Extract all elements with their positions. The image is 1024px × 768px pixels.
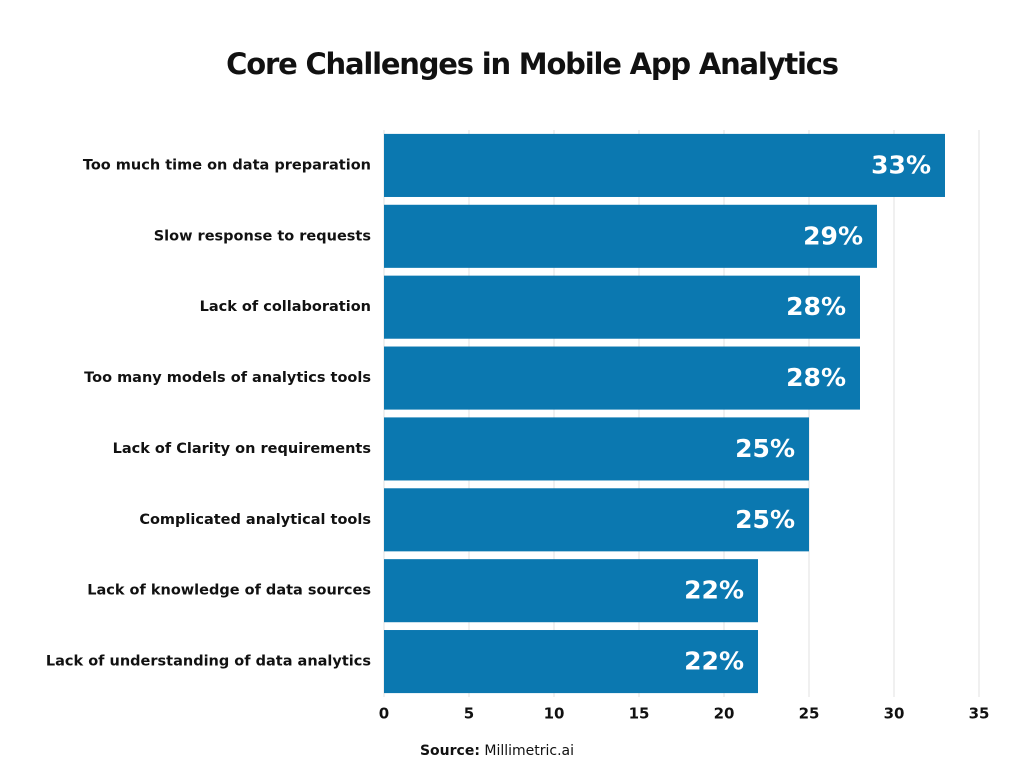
x-tick-label: 0 (379, 705, 389, 723)
bar (384, 417, 809, 481)
value-label: 22% (684, 647, 744, 676)
value-label: 22% (684, 576, 744, 605)
value-label: 29% (803, 221, 863, 250)
source-note: Source: Millimetric.ai (420, 743, 574, 759)
bar (384, 559, 758, 623)
value-label: 25% (735, 434, 795, 463)
bar (384, 630, 758, 694)
chart-title: Core Challenges in Mobile App Analytics (226, 47, 838, 81)
x-tick-label: 15 (629, 705, 650, 723)
x-tick-label: 5 (464, 705, 474, 723)
bar (384, 133, 945, 197)
x-tick-label: 35 (969, 705, 990, 723)
x-tick-label: 30 (884, 705, 905, 723)
y-tick-label: Lack of Clarity on requirements (113, 441, 371, 457)
x-tick-label: 20 (714, 705, 735, 723)
bar (384, 275, 860, 339)
y-tick-label: Lack of knowledge of data sources (87, 583, 371, 599)
y-tick-label: Lack of understanding of data analytics (46, 654, 371, 670)
y-tick-label: Too much time on data preparation (83, 157, 371, 173)
bar (384, 488, 809, 552)
bar (384, 204, 877, 268)
source-label: Source: (420, 743, 480, 759)
x-tick-label: 25 (799, 705, 820, 723)
x-tick-label: 10 (544, 705, 565, 723)
bar (384, 346, 860, 410)
y-tick-label: Slow response to requests (154, 228, 371, 244)
value-label: 33% (871, 150, 931, 179)
value-label: 28% (786, 292, 846, 321)
value-label: 25% (735, 505, 795, 534)
y-tick-label: Too many models of analytics tools (84, 370, 371, 386)
value-label: 28% (786, 363, 846, 392)
y-tick-label: Lack of collaboration (200, 299, 371, 315)
y-tick-label: Complicated analytical tools (139, 512, 371, 528)
source-name: Millimetric.ai (484, 743, 574, 759)
